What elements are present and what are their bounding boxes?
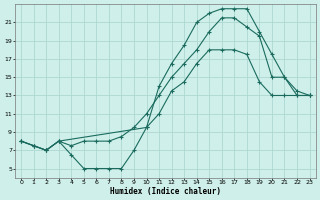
- X-axis label: Humidex (Indice chaleur): Humidex (Indice chaleur): [110, 187, 221, 196]
